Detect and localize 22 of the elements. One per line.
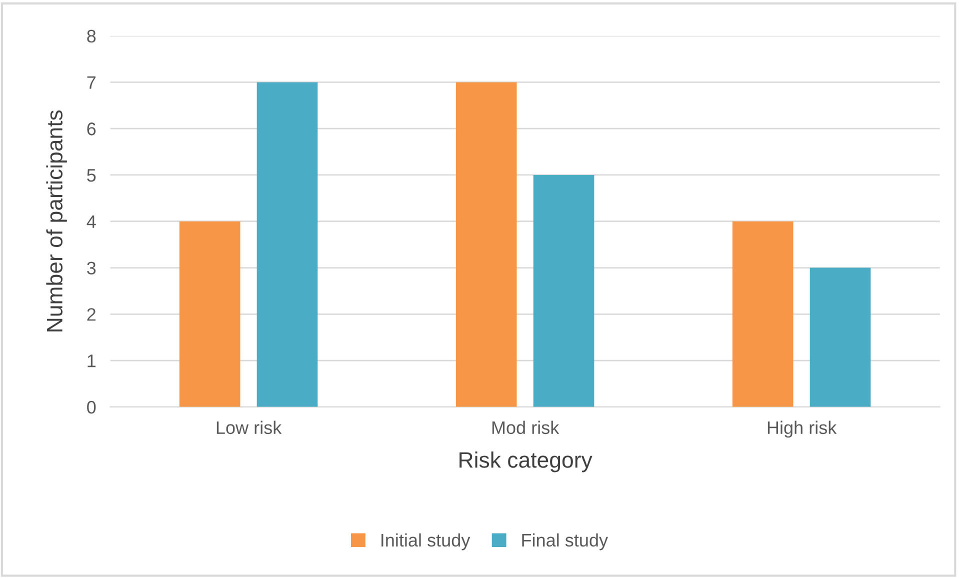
x-tick-label: High risk <box>768 420 837 438</box>
bar <box>179 221 240 407</box>
y-tick-label: 4 <box>86 215 96 228</box>
x-tick-label: Low risk <box>216 420 282 434</box>
y-tick-label: 8 <box>87 30 96 43</box>
y-tick-label: 2 <box>87 308 96 321</box>
y-tick-label: 0 <box>87 400 96 414</box>
y-tick-label: 5 <box>87 169 96 182</box>
bar <box>533 174 594 407</box>
y-tick-label: 1 <box>88 354 96 368</box>
bar <box>456 82 517 407</box>
bar <box>732 221 794 407</box>
legend-label: Final study <box>522 533 608 550</box>
x-axis-title: Risk category <box>460 452 592 472</box>
y-tick-label: 6 <box>87 122 96 136</box>
x-tick-label: Mod risk <box>492 420 560 434</box>
legend-label: Initial study <box>382 533 470 550</box>
bar <box>810 268 871 407</box>
y-tick-label: 3 <box>87 262 96 274</box>
y-axis-title: Number of participants <box>46 110 67 332</box>
y-tick-label: 7 <box>87 76 96 89</box>
bar <box>256 82 318 407</box>
